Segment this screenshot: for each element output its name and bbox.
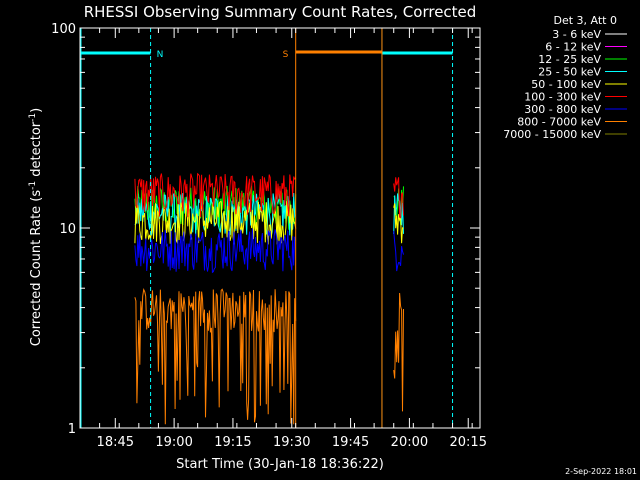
legend-label: 300 - 800 keV [524, 103, 601, 116]
x-tick-label: 19:45 [332, 435, 369, 450]
x-tick-label: 19:00 [155, 435, 192, 450]
series-line-50-100-kev-seg1 [393, 203, 404, 244]
date-stamp: 2-Sep-2022 18:01 [565, 467, 637, 476]
series-line-300-800-kev-seg1 [393, 230, 404, 272]
y-axis-label: Corrected Count Rate (s-1 detector-1) [28, 108, 44, 346]
series-line-100-300-kev-seg1 [393, 177, 404, 219]
x-tick-label: 20:15 [450, 435, 487, 450]
legend-label: 7000 - 15000 keV [503, 128, 601, 141]
flag-n-label: N [157, 50, 164, 60]
x-tick-label: 19:30 [273, 435, 310, 450]
x-axis-label: Start Time (30-Jan-18 18:36:22) [176, 457, 384, 472]
y-tick-label: 1 [68, 422, 76, 437]
legend-label: 3 - 6 keV [552, 28, 601, 41]
series-line-100-300-kev-seg0 [134, 172, 297, 218]
flag-s-label: S [283, 50, 289, 60]
chart-title: RHESSI Observing Summary Count Rates, Co… [84, 3, 477, 21]
y-tick-label: 100 [51, 22, 76, 37]
series-line-300-800-kev-seg0 [134, 228, 297, 274]
legend-label: 50 - 100 keV [531, 78, 601, 91]
legend-label: 25 - 50 keV [538, 66, 601, 79]
legend-label: 12 - 25 keV [538, 53, 601, 66]
series-line-800-7000-kev-seg0 [134, 288, 297, 425]
x-tick-label: 20:00 [391, 435, 428, 450]
x-tick-label: 18:45 [97, 435, 134, 450]
legend-header: Det 3, Att 0 [554, 14, 618, 27]
y-tick-label: 10 [59, 222, 76, 237]
series-line-800-7000-kev-seg1 [393, 292, 404, 412]
legend-label: 100 - 300 keV [524, 91, 601, 104]
legend-label: 6 - 12 keV [545, 41, 601, 54]
x-tick-label: 19:15 [214, 435, 251, 450]
legend-label: 800 - 7000 keV [517, 116, 601, 129]
series-line-25-50-kev-seg0 [134, 192, 297, 237]
